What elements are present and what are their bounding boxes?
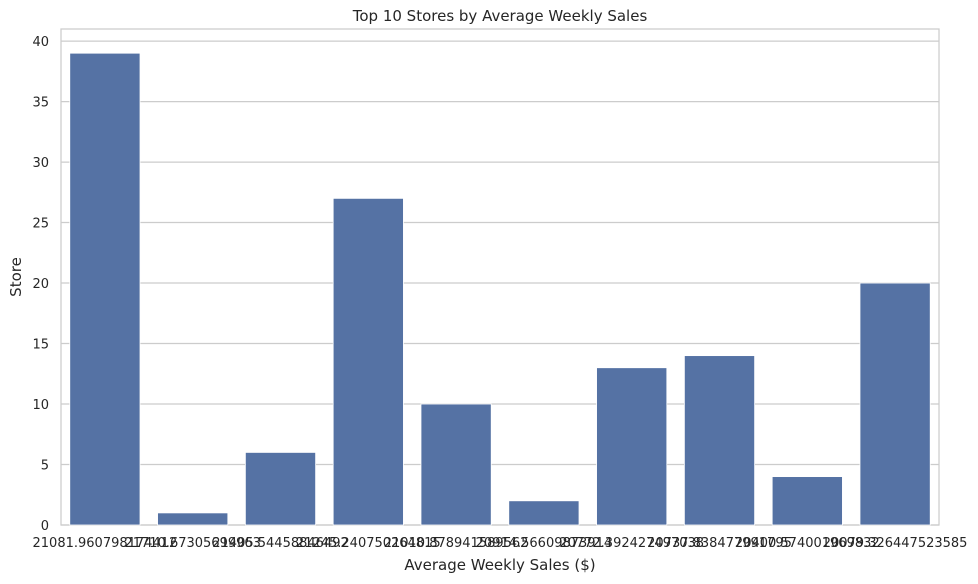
x-tick-label: 20737.838477991795 bbox=[647, 536, 792, 551]
y-axis-title: Store bbox=[7, 257, 25, 297]
plot-area bbox=[60, 28, 940, 526]
y-tick-label: 20 bbox=[32, 277, 49, 292]
x-tick-label: 21405.54458846492 bbox=[212, 536, 348, 551]
y-tick-labels: 0 5 10 15 20 25 30 35 40 bbox=[32, 35, 49, 534]
bar bbox=[508, 500, 580, 526]
y-tick-label: 35 bbox=[32, 96, 49, 111]
y-tick-label: 5 bbox=[41, 459, 49, 474]
chart-title: Top 10 Stores by Average Weekly Sales bbox=[352, 7, 648, 25]
bar bbox=[69, 52, 141, 526]
x-tick-label: 20772.392427497038 bbox=[559, 536, 704, 551]
x-axis-title: Average Weekly Sales ($) bbox=[404, 556, 595, 574]
y-tick-label: 30 bbox=[32, 156, 49, 171]
x-tick-label: 21245.240750264815 bbox=[296, 536, 441, 551]
bar bbox=[771, 476, 843, 526]
x-tick-label: 20914.56609873914 bbox=[476, 536, 612, 551]
x-tick-labels: 21081.96079817441221710.6730569996321405… bbox=[33, 536, 968, 551]
y-tick-label: 15 bbox=[32, 338, 49, 353]
y-gridlines bbox=[61, 40, 939, 526]
bar bbox=[596, 367, 668, 526]
y-tick-label: 0 bbox=[41, 519, 49, 534]
bar bbox=[683, 355, 756, 526]
y-tick-label: 40 bbox=[32, 35, 49, 50]
bar bbox=[420, 403, 492, 526]
x-tick-label: 21010.878941589562 bbox=[384, 536, 529, 551]
x-tick-label: 20079.326447523585 bbox=[823, 536, 968, 551]
y-tick-label: 10 bbox=[32, 398, 49, 413]
x-tick-label: 20400.574001969832 bbox=[735, 536, 880, 551]
x-tick-label: 21081.960798174412 bbox=[33, 536, 178, 551]
y-tick-label: 25 bbox=[32, 217, 49, 232]
bars bbox=[69, 52, 931, 526]
bar bbox=[244, 452, 317, 526]
x-tick-label: 21710.67305699963 bbox=[124, 536, 260, 551]
bar bbox=[332, 197, 404, 526]
bar bbox=[859, 282, 931, 526]
bar bbox=[157, 512, 229, 526]
